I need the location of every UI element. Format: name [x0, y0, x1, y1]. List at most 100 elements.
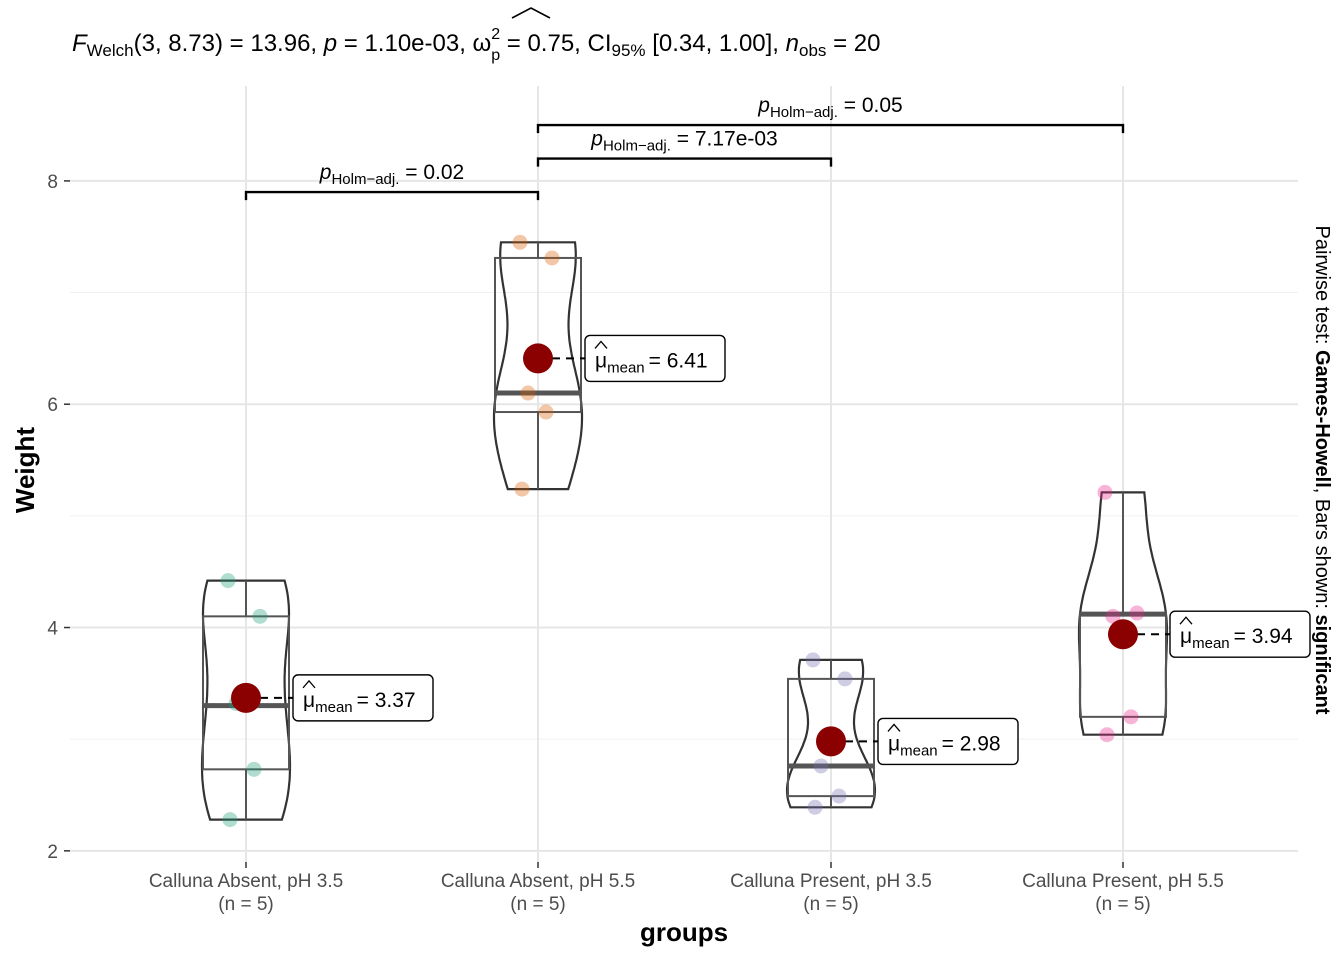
mean-value: = 3.37 [357, 689, 416, 712]
data-point [1097, 484, 1113, 500]
x-tick-label: Calluna Present, pH 3.5 [730, 871, 932, 892]
mean-symbol: μ [1180, 625, 1192, 648]
bracket-line [536, 123, 1125, 134]
data-point [514, 481, 530, 497]
x-tick-count-label: (n = 5) [510, 894, 565, 915]
mean-label: μmean = 6.41 [595, 349, 708, 376]
box-iqr [787, 677, 875, 798]
mean-hat [1179, 616, 1193, 625]
mean-label-box [292, 674, 434, 722]
pairwise-bracket: pHolm−adj. = 0.05 [536, 94, 1125, 134]
caption-prefix: Pairwise test: [1311, 225, 1333, 349]
bracket-label: pHolm−adj. = 7.17e-03 [590, 128, 777, 155]
title-df: (3, 8.73) [134, 30, 223, 57]
grid-lines [70, 86, 1298, 862]
bracket-p-subscript: Holm−adj. [770, 104, 838, 121]
mean-value: = 3.94 [1234, 625, 1293, 648]
x-tick-label: Calluna Absent, pH 3.5 [149, 871, 343, 892]
title-effect-superscript: 2 [491, 26, 500, 43]
mean-point [231, 682, 261, 713]
data-point [1105, 608, 1121, 624]
violin-outline [785, 658, 877, 809]
data-point [544, 250, 560, 266]
group-plot: μmean = 6.41 [492, 234, 726, 497]
bracket-p-value: = 0.05 [838, 94, 903, 117]
mean-subscript: mean [607, 359, 645, 376]
group-plot: μmean = 3.37 [200, 573, 434, 828]
bracket-p-value: = 0.02 [399, 161, 464, 184]
mean-label-box [877, 717, 1019, 766]
y-tick-label: 4 [47, 619, 58, 640]
bracket-p-subscript: Holm−adj. [331, 171, 399, 188]
bracket-label: pHolm−adj. = 0.05 [757, 94, 902, 121]
title-effect-symbol: ω [473, 30, 492, 57]
data-point [1123, 709, 1139, 725]
data-point [512, 234, 528, 250]
x-tick-count-label: (n = 5) [803, 894, 858, 915]
x-tick-count-label: (n = 5) [218, 894, 273, 915]
bracket-p-symbol: p [757, 94, 770, 117]
group-plot: μmean = 3.94 [1077, 484, 1311, 743]
y-tick-label: 2 [47, 842, 58, 863]
x-tick-count-label: (n = 5) [1095, 894, 1150, 915]
mean-label: μmean = 2.98 [888, 732, 1001, 759]
title-stat-subscript: Welch [87, 41, 134, 60]
title-p-value: = 1.10e-03, [337, 30, 472, 57]
x-tick-label: Calluna Present, pH 5.5 [1022, 871, 1224, 892]
bracket-p-symbol: p [590, 128, 603, 151]
x-tick-label: Calluna Absent, pH 5.5 [441, 871, 635, 892]
group-plot: μmean = 2.98 [785, 652, 1019, 815]
bracket-p-symbol: p [319, 161, 332, 184]
y-tick-label: 8 [47, 172, 58, 193]
data-point [831, 788, 847, 804]
title-p-symbol: p [323, 30, 337, 57]
bracket-label: pHolm−adj. = 0.02 [319, 161, 464, 188]
mean-subscript: mean [1192, 635, 1230, 652]
mean-symbol: μ [888, 732, 900, 755]
mean-label: μmean = 3.37 [303, 689, 416, 716]
chart-title: FWelch(3, 8.73) = 13.96, p = 1.10e-03, ω… [72, 7, 880, 64]
title-stat-value: = 13.96, [223, 30, 324, 57]
pairwise-caption: Pairwise test: Games-Howell, Bars shown:… [1311, 225, 1333, 714]
data-point [805, 652, 821, 668]
data-point [837, 671, 853, 687]
mean-label-box [584, 334, 726, 383]
title-n-symbol: n [786, 30, 799, 57]
mean-label: μmean = 3.94 [1180, 625, 1293, 652]
title-omega-hat [511, 7, 551, 19]
mean-label-box [1169, 610, 1311, 658]
title-ci-subscript: 95% [612, 41, 646, 60]
y-tick-label: 6 [47, 395, 58, 416]
data-point [1099, 727, 1115, 743]
data-point [807, 799, 823, 815]
title-effect-subscript: p [491, 47, 500, 64]
caption-test: Games-Howell [1311, 350, 1333, 488]
mean-hat [302, 679, 316, 689]
x-axis-title: groups [640, 917, 728, 947]
data-point [1129, 605, 1145, 621]
bracket-line [536, 157, 833, 167]
mean-subscript: mean [315, 699, 353, 716]
data-point [246, 761, 262, 777]
title-ci-value: [0.34, 1.00], [646, 30, 786, 57]
bracket-p-subscript: Holm−adj. [603, 138, 671, 155]
data-point [813, 758, 829, 774]
mean-symbol: μ [303, 689, 315, 712]
data-point [538, 404, 554, 420]
y-axis-title: Weight [10, 427, 40, 514]
data-point [222, 812, 238, 828]
mean-hat [594, 340, 608, 349]
mean-symbol: μ [595, 349, 607, 372]
mean-value: = 6.41 [649, 349, 708, 372]
pairwise-bracket: pHolm−adj. = 7.17e-03 [536, 128, 833, 167]
box-iqr [494, 256, 582, 414]
mean-point [816, 726, 846, 757]
title-n-value: = 20 [826, 30, 880, 57]
title-effect-value: = 0.75, CI [500, 30, 611, 57]
mean-subscript: mean [900, 742, 938, 759]
svg-text:FWelch(3, 8.73) = 13.96, p = 1: FWelch(3, 8.73) = 13.96, p = 1.10e-03, ω… [72, 26, 880, 64]
